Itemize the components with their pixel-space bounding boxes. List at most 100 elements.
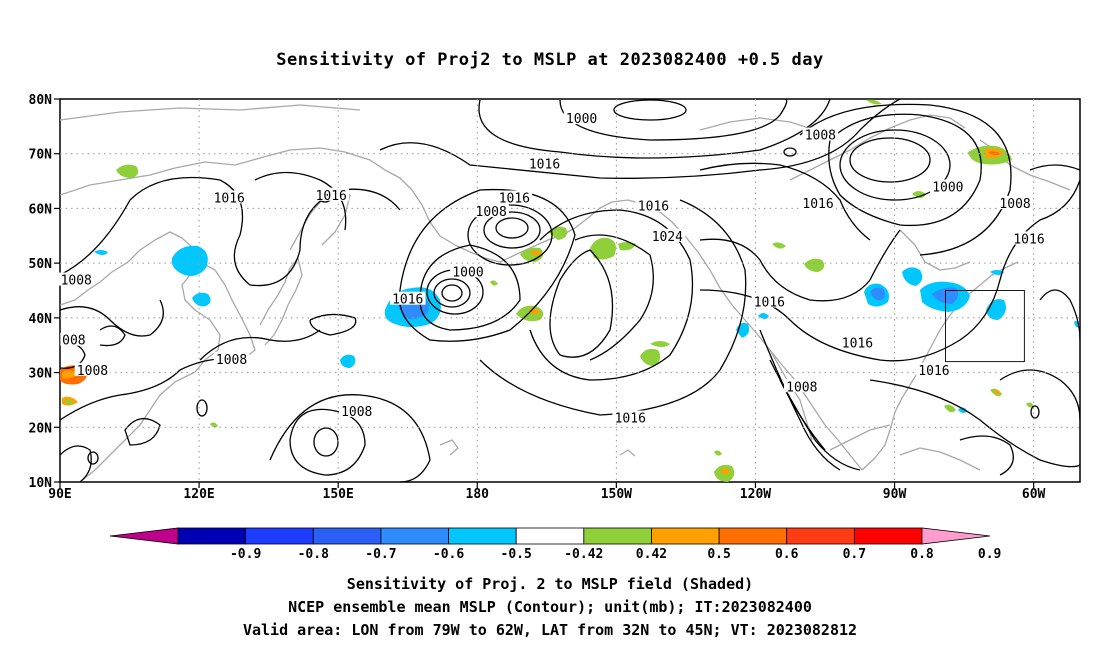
caption-valid-area: Valid area: LON from 79W to 62W, LAT fro… [242, 621, 858, 639]
contour-label-bg [802, 127, 839, 141]
lat-label: 50N [29, 257, 53, 272]
caption-contour: NCEP ensemble mean MSLP (Contour); unit(… [288, 598, 812, 616]
lon-label: 60W [1022, 487, 1046, 502]
lat-label: 80N [29, 93, 53, 108]
colorbar-swatch [515, 527, 585, 545]
contour-label-bg [784, 379, 820, 393]
lon-label: 150E [323, 487, 354, 502]
colorbar-swatch [718, 527, 788, 545]
map-frame [59, 98, 1081, 483]
colorbar-label: -0.5 [501, 547, 532, 562]
contour-label-bg [389, 291, 426, 305]
lat-label: 70N [29, 148, 53, 163]
contour-label: 1016 [638, 200, 669, 215]
contour-label: 1008 [476, 205, 507, 220]
contour-label-bg [74, 362, 111, 376]
contour-label-bg [473, 204, 509, 218]
contour-label: 1000 [452, 265, 483, 280]
lon-label: 90W [883, 487, 907, 502]
contour-label: 1016 [802, 197, 833, 212]
colorbar-label: 0.8 [910, 547, 934, 562]
contour-label-bg [563, 111, 600, 125]
colorbar: -0.9 -0.8 -0.7 -0.6 -0.5 -0.42 0.42 0.5 0.6 0.7 0.… [109, 527, 1001, 562]
contour-label: 1008 [77, 364, 108, 379]
lon-label: 180 [466, 487, 490, 502]
valid-area-box [945, 290, 1025, 363]
caption-shading: Sensitivity of Proj. 2 to MSLP field (Sh… [346, 575, 754, 593]
contour-label: 1008 [61, 274, 92, 289]
contour-label: 1016 [1013, 233, 1044, 248]
lat-label: 30N [29, 367, 53, 382]
contour-label: 1016 [615, 411, 646, 426]
lon-label: 120W [740, 487, 771, 502]
contour-label-bg [60, 332, 88, 346]
contour-label-bg [313, 187, 350, 201]
contour-label: 1016 [529, 158, 560, 173]
contour-label: 1000 [932, 181, 963, 196]
colorbar-label: -0.6 [433, 547, 464, 562]
colorbar-label: 0.9 [978, 547, 1001, 562]
contour-label-bg [58, 272, 95, 286]
contour-label-bg [612, 410, 649, 424]
contour-label: 1016 [918, 364, 949, 379]
lon-label: 90E [48, 487, 71, 502]
contour-label: 1008 [805, 129, 836, 144]
lat-label: 10N [29, 476, 53, 491]
colorbar-swatch [177, 527, 247, 545]
contour-label: 1008 [341, 405, 372, 420]
contour-label-bg [635, 198, 672, 212]
colorbar-low-arrow [109, 527, 179, 545]
colorbar-high-arrow [921, 527, 991, 545]
colorbar-label: -0.42 [564, 547, 603, 562]
contour-label-bg [916, 362, 952, 376]
colorbar-label: 0.7 [843, 547, 866, 562]
colorbar-label: 0.6 [775, 547, 799, 562]
sensitivity-shading [60, 99, 1080, 482]
contour-label: 1016 [316, 189, 347, 204]
contour-label-bg [496, 190, 533, 204]
contour-label-bg [450, 264, 486, 278]
lon-label: 150W [601, 487, 632, 502]
contour-label-bg [649, 228, 686, 242]
contour-label-bg [526, 156, 563, 170]
contour-label: 1008 [786, 380, 817, 395]
lon-label: 120E [183, 487, 214, 502]
lat-label: 40N [29, 312, 53, 327]
contour-label-bg [839, 335, 876, 349]
colorbar-swatch [786, 527, 855, 545]
contour-label: 1016 [842, 336, 873, 351]
contour-label: 1016 [499, 191, 530, 206]
lat-label: 60N [29, 202, 53, 217]
contour-label: 1016 [392, 293, 423, 308]
contour-label: 1008 [999, 197, 1030, 212]
contour-label-bg [213, 351, 250, 365]
colorbar-swatch [853, 527, 923, 545]
lat-label: 20N [29, 421, 53, 436]
contour-label-bg [338, 403, 375, 417]
map-title: Sensitivity of Proj2 to MSLP at 20230824… [276, 50, 824, 70]
colorbar-label: 0.5 [707, 547, 730, 562]
colorbar-label: -0.8 [298, 547, 329, 562]
contour-label: 1016 [754, 295, 785, 310]
contour-label: 1008 [216, 353, 247, 368]
colorbar-label: -0.9 [230, 547, 261, 562]
colorbar-label: 0.42 [636, 547, 667, 562]
contour-label: 1000 [566, 112, 597, 127]
colorbar-swatch [245, 527, 314, 545]
colorbar-label: -0.7 [365, 547, 396, 562]
contour-label-bg [997, 195, 1033, 209]
contour-label: 1016 [214, 191, 245, 206]
contour-label-bg [1011, 231, 1047, 245]
colorbar-swatch [312, 527, 382, 545]
contour-label: 008 [62, 334, 85, 349]
contour-label-bg [800, 195, 836, 209]
colorbar-swatch [583, 527, 652, 545]
contour-label: 1024 [652, 230, 683, 245]
contour-label-bg [751, 294, 788, 308]
colorbar-swatch [448, 527, 517, 545]
mslp-contours [60, 99, 1080, 482]
contour-label-bg [930, 179, 966, 193]
